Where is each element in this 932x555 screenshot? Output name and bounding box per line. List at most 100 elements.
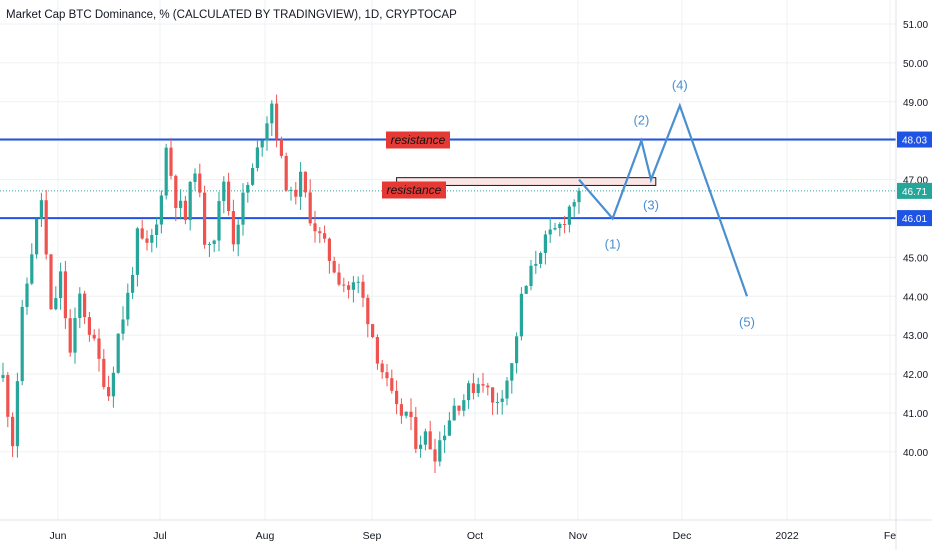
candle-body: [486, 385, 490, 388]
candle-body: [375, 337, 379, 364]
candle-body: [59, 271, 63, 299]
price-tag-label: 46.01: [902, 214, 927, 225]
y-tick-label: 49.00: [903, 98, 928, 109]
candle-body: [279, 139, 283, 156]
candle-body: [44, 200, 48, 255]
candle-body: [337, 272, 341, 285]
candle-body: [515, 336, 519, 364]
candle-body: [385, 372, 389, 379]
x-tick-label: Fe: [884, 530, 896, 542]
candle-body: [121, 319, 125, 334]
candle-body: [140, 228, 144, 239]
candle-body: [145, 238, 149, 243]
x-tick-label: Jul: [153, 530, 166, 542]
candle-body: [174, 175, 178, 208]
candle-body: [423, 431, 427, 445]
candle-body: [227, 181, 231, 212]
candle-body: [207, 243, 211, 245]
candle-body: [83, 293, 87, 318]
candle-body: [155, 224, 159, 235]
y-tick-label: 43.00: [903, 331, 928, 342]
price-tag-bg: [897, 210, 932, 227]
candle-body: [399, 404, 403, 416]
candle-body: [63, 271, 67, 319]
candle-body: [572, 202, 576, 207]
resistance-label: resistance: [391, 133, 446, 147]
candle-body: [342, 284, 346, 286]
candle-body: [347, 285, 351, 290]
candle-body: [20, 306, 24, 382]
chart-title: Market Cap BTC Dominance, % (CALCULATED …: [6, 9, 457, 21]
x-tick-label: 2022: [775, 530, 799, 542]
wave-label: (1): [605, 237, 621, 252]
resistance-label: resistance: [387, 183, 442, 197]
candle-body: [380, 363, 384, 373]
candle-body: [39, 200, 43, 219]
candle-body: [68, 318, 72, 353]
candle-body: [236, 224, 240, 245]
candle-body: [395, 390, 399, 405]
current-price-tag-bg: [897, 182, 932, 199]
candle-body: [193, 173, 197, 182]
candle-body: [78, 293, 82, 318]
candle-body: [505, 380, 509, 399]
candle-body: [577, 190, 581, 203]
y-tick-label: 47.00: [903, 176, 928, 187]
forecast-path: [578, 102, 749, 297]
candle-body: [500, 398, 504, 402]
candle-body: [35, 218, 39, 255]
candle-body: [231, 211, 235, 245]
candle-body: [54, 298, 58, 310]
x-tick-label: Nov: [569, 530, 588, 542]
candle-body: [126, 292, 130, 320]
candle-body: [102, 358, 106, 388]
candle-body: [135, 228, 139, 275]
candle-body: [107, 387, 111, 397]
candle-body: [179, 200, 183, 208]
candle-body: [92, 334, 96, 339]
candle-body: [11, 416, 15, 447]
candle-body: [351, 282, 355, 290]
candle-body: [452, 405, 456, 421]
candle-body: [303, 171, 307, 193]
candle-body: [553, 228, 557, 230]
x-tick-label: Sep: [363, 530, 382, 542]
candle-body: [371, 324, 375, 338]
candle-body: [414, 417, 418, 449]
resistance-label-bg: [382, 181, 446, 199]
candle-body: [294, 189, 298, 197]
candle-body: [539, 252, 543, 264]
candle-body: [284, 155, 288, 191]
candle-body: [15, 381, 19, 447]
candle-body: [260, 140, 264, 148]
candle-body: [222, 181, 226, 202]
candle-body: [467, 383, 471, 401]
price-tag-label: 48.03: [902, 136, 927, 147]
y-tick-label: 42.00: [903, 370, 928, 381]
candle-body: [462, 400, 466, 411]
candle-body: [299, 171, 303, 197]
candle-body: [318, 231, 322, 234]
candle-body: [25, 283, 29, 307]
candle-body: [332, 260, 336, 273]
wave-label: (4): [672, 78, 688, 93]
candle-body: [409, 411, 413, 418]
candle-body: [366, 297, 370, 325]
candle-body: [131, 274, 135, 293]
candle-body: [111, 372, 115, 397]
y-tick-label: 45.00: [903, 253, 928, 264]
y-tick-label: 51.00: [903, 20, 928, 31]
candle-body: [481, 384, 485, 386]
candle-body: [203, 192, 207, 245]
candle-body: [438, 440, 442, 462]
x-tick-label: Aug: [256, 530, 275, 542]
candle-body: [289, 189, 293, 191]
x-tick-label: Dec: [673, 530, 692, 542]
candle-body: [524, 285, 528, 294]
candle-body: [188, 181, 192, 221]
candle-body: [433, 449, 437, 462]
candle-body: [476, 384, 480, 393]
candle-body: [457, 405, 461, 411]
candle-body: [419, 444, 423, 449]
